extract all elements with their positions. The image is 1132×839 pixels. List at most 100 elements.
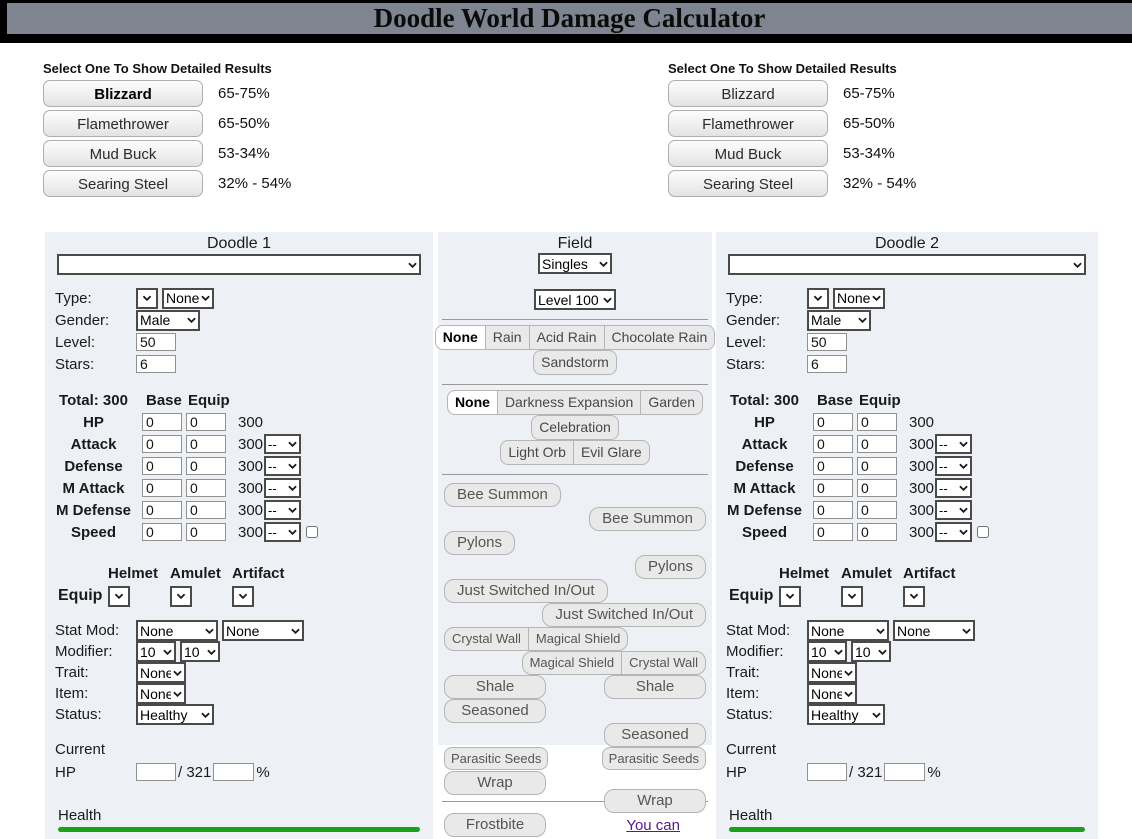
bee-summon-left-button[interactable]: Bee Summon	[444, 483, 561, 507]
doodle2-defense-base-input[interactable]	[813, 457, 853, 475]
doodle1-type-select-1[interactable]: None	[164, 289, 212, 307]
doodle2-equip-helmet-select[interactable]	[781, 587, 799, 605]
shale-left-button[interactable]: Shale	[444, 675, 546, 699]
field-mode-select[interactable]: Singles	[540, 255, 610, 272]
magical-shield-button[interactable]: Magical Shield	[527, 627, 629, 651]
parasitic-seeds-left-button[interactable]: Parasitic Seeds	[444, 747, 549, 770]
doodle1-equip-artifact-select[interactable]	[234, 587, 252, 605]
flamethrower-button[interactable]: Flamethrower	[43, 110, 203, 137]
doodle2-stat-mod-select-1[interactable]: None	[895, 622, 973, 639]
mud-buck-button[interactable]: Mud Buck	[43, 140, 203, 167]
doodle1-attack-stage-select[interactable]: --	[266, 436, 299, 453]
blizzard-button[interactable]: Blizzard	[43, 80, 203, 107]
doodle2-hp-base-input[interactable]	[813, 413, 853, 431]
wrap-left-button[interactable]: Wrap	[444, 771, 546, 795]
bee-summon-right-button[interactable]: Bee Summon	[589, 507, 706, 531]
none-button[interactable]: None	[434, 325, 486, 350]
doodle2-current-hp-percent-input[interactable]	[884, 763, 926, 781]
doodle1-stars-input[interactable]	[136, 355, 176, 373]
doodle2-modifier-select-1[interactable]: 10	[853, 643, 889, 660]
doodle1-m-attack-stage-select[interactable]: --	[266, 480, 299, 497]
doodle2-trait-select-0[interactable]: None	[809, 664, 855, 681]
darkness-expansion-button[interactable]: Darkness Expansion	[496, 390, 642, 415]
doodle2-defense-equip-input[interactable]	[857, 457, 897, 475]
doodle2-attack-stage-select[interactable]: --	[937, 436, 970, 453]
doodle2-speed-checkbox[interactable]	[977, 526, 989, 538]
doodle1-equip-helmet-select[interactable]	[110, 587, 128, 605]
field-level-select[interactable]: Level 100	[536, 291, 614, 308]
evil-glare-button[interactable]: Evil Glare	[572, 440, 650, 465]
doodle1-stat-mod-select-0[interactable]: None	[138, 622, 216, 639]
crystal-wall-button[interactable]: Crystal Wall	[621, 651, 706, 675]
doodle1-current-hp-input[interactable]	[136, 763, 176, 781]
doodle2-hp-equip-input[interactable]	[857, 413, 897, 431]
doodle1-current-hp-percent-input[interactable]	[213, 763, 255, 781]
light-orb-button[interactable]: Light Orb	[500, 440, 574, 465]
seasoned-left-button[interactable]: Seasoned	[444, 699, 546, 723]
frostbite-left-button[interactable]: Frostbite	[444, 813, 546, 837]
doodle2-speed-base-input[interactable]	[813, 523, 853, 541]
doodle2-stars-input[interactable]	[807, 355, 847, 373]
parasitic-seeds-right-button[interactable]: Parasitic Seeds	[601, 747, 706, 770]
doodle2-m-attack-stage-select[interactable]: --	[937, 480, 970, 497]
doodle1-speed-checkbox[interactable]	[306, 526, 318, 538]
doodle1-m-attack-base-input[interactable]	[142, 479, 182, 497]
doodle1-level-input[interactable]	[136, 333, 176, 351]
shale-right-button[interactable]: Shale	[604, 675, 706, 699]
doodle2-item-select-0[interactable]: None	[809, 685, 855, 702]
doodle2-m-defense-base-input[interactable]	[813, 501, 853, 519]
doodle2-current-hp-input[interactable]	[807, 763, 847, 781]
doodle2-stat-mod-select-0[interactable]: None	[809, 622, 887, 639]
doodle2-equip-artifact-select[interactable]	[905, 587, 923, 605]
doodle2-equip-amulet-select[interactable]	[843, 587, 861, 605]
rain-button[interactable]: Rain	[484, 325, 530, 350]
pylons-left-button[interactable]: Pylons	[444, 531, 516, 555]
doodle2-defense-stage-select[interactable]: --	[937, 458, 970, 475]
doodle2-speed-equip-input[interactable]	[857, 523, 897, 541]
doodle2-m-attack-base-input[interactable]	[813, 479, 853, 497]
doodle1-type-select-0[interactable]	[138, 289, 156, 307]
doodle1-doodle-select[interactable]	[59, 256, 419, 273]
wrap-right-button[interactable]: Wrap	[604, 789, 706, 813]
pylons-right-button[interactable]: Pylons	[634, 555, 706, 579]
doodle1-trait-select-0[interactable]: None	[138, 664, 184, 681]
doodle1-stat-mod-select-1[interactable]: None	[224, 622, 302, 639]
doodle2-attack-equip-input[interactable]	[857, 435, 897, 453]
doodle1-defense-equip-input[interactable]	[186, 457, 226, 475]
doodle1-item-select-0[interactable]: None	[138, 685, 184, 702]
doodle1-defense-stage-select[interactable]: --	[266, 458, 299, 475]
doodle1-speed-base-input[interactable]	[142, 523, 182, 541]
doodle1-modifier-select-0[interactable]: 10	[138, 643, 174, 660]
doodle2-doodle-select[interactable]	[730, 256, 1084, 273]
garden-button[interactable]: Garden	[640, 390, 704, 415]
doodle2-attack-base-input[interactable]	[813, 435, 853, 453]
doodle1-equip-amulet-select[interactable]	[172, 587, 190, 605]
mud-buck-button[interactable]: Mud Buck	[668, 140, 828, 167]
doodle1-m-defense-stage-select[interactable]: --	[266, 502, 299, 519]
doodle2-level-input[interactable]	[807, 333, 847, 351]
sandstorm-button[interactable]: Sandstorm	[533, 350, 617, 375]
doodle2-modifier-select-0[interactable]: 10	[809, 643, 845, 660]
chocolate-rain-button[interactable]: Chocolate Rain	[603, 325, 716, 350]
doodle1-m-attack-equip-input[interactable]	[186, 479, 226, 497]
doodle1-hp-equip-input[interactable]	[186, 413, 226, 431]
searing-steel-button[interactable]: Searing Steel	[43, 170, 203, 197]
flamethrower-button[interactable]: Flamethrower	[668, 110, 828, 137]
none-button[interactable]: None	[446, 390, 498, 415]
seasoned-right-button[interactable]: Seasoned	[604, 723, 706, 747]
doodle2-type-select-1[interactable]: None	[835, 289, 883, 307]
doodle2-m-defense-equip-input[interactable]	[857, 501, 897, 519]
searing-steel-button[interactable]: Searing Steel	[668, 170, 828, 197]
just-switched-in-out-right-button[interactable]: Just Switched In/Out	[542, 603, 706, 627]
doodle2-status-select-0[interactable]: Healthy	[809, 706, 883, 723]
doodle2-gender-select-0[interactable]: Male	[809, 311, 869, 329]
blizzard-button[interactable]: Blizzard	[668, 80, 828, 107]
you-can-link[interactable]: You can	[626, 817, 680, 834]
doodle1-status-select-0[interactable]: Healthy	[138, 706, 212, 723]
doodle1-attack-equip-input[interactable]	[186, 435, 226, 453]
magical-shield-button[interactable]: Magical Shield	[521, 651, 623, 675]
doodle1-hp-base-input[interactable]	[142, 413, 182, 431]
doodle1-defense-base-input[interactable]	[142, 457, 182, 475]
doodle2-m-defense-stage-select[interactable]: --	[937, 502, 970, 519]
just-switched-in-out-left-button[interactable]: Just Switched In/Out	[444, 579, 608, 603]
